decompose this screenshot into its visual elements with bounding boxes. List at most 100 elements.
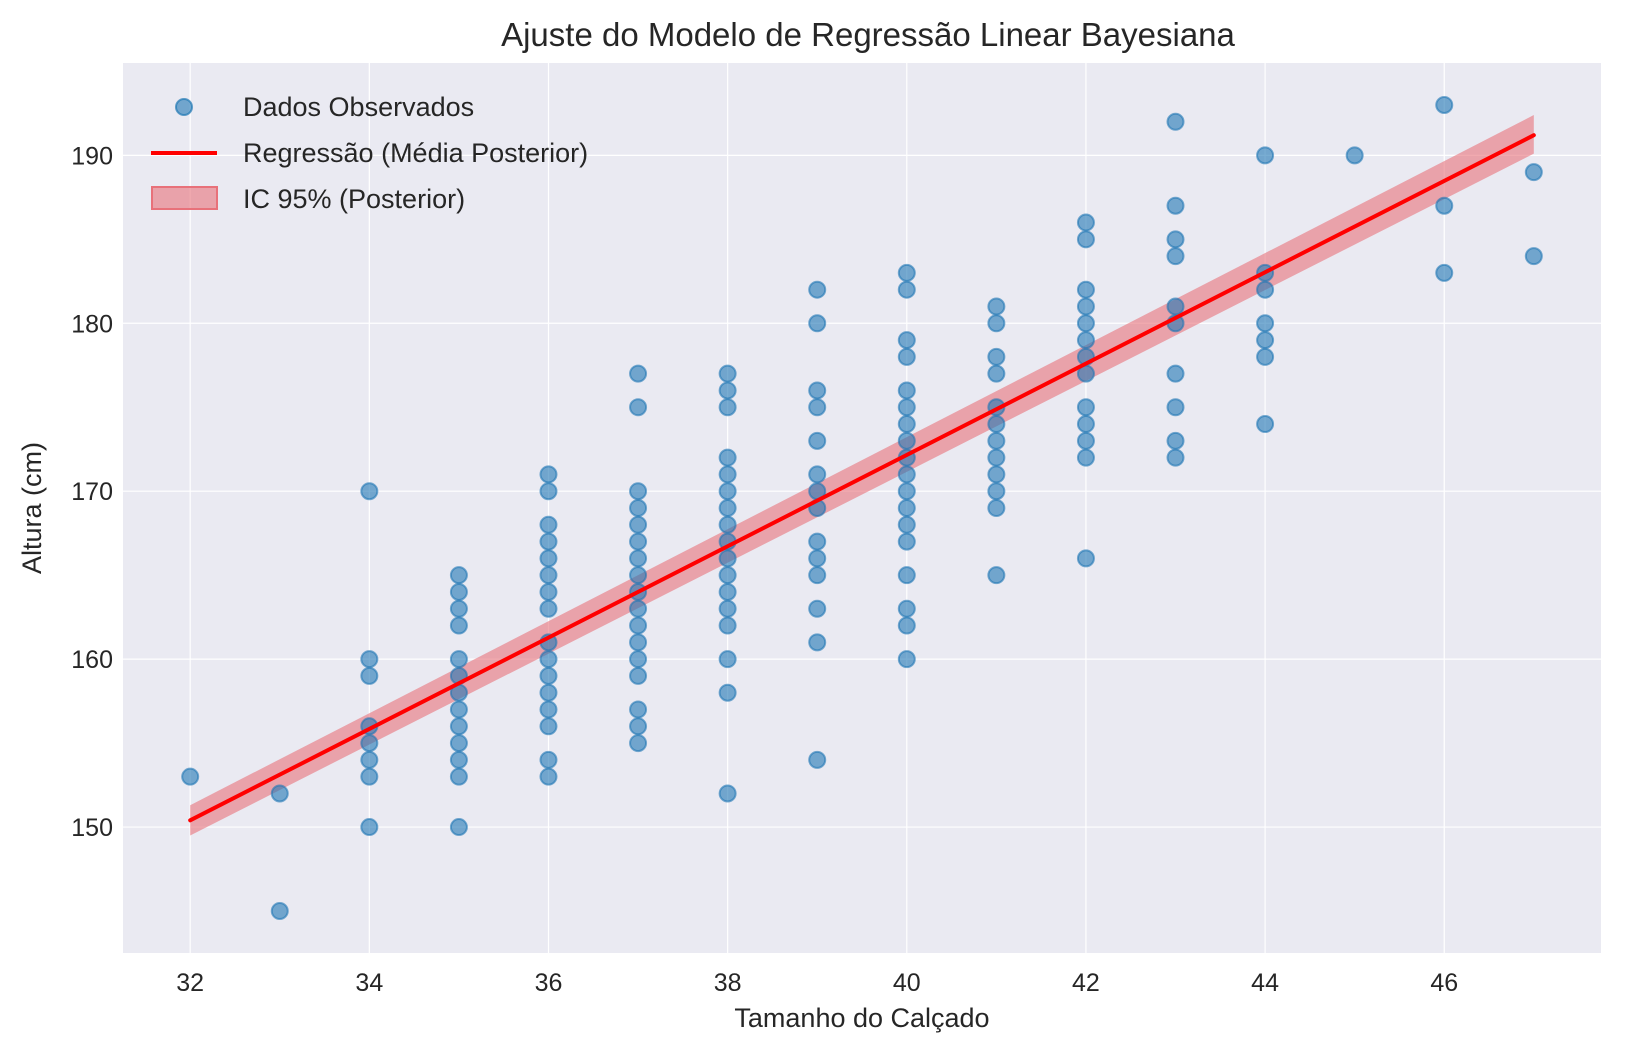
y-axis-ticks: 150 160 170 180 190 [71, 142, 113, 842]
x-tick-label: 44 [1251, 969, 1279, 997]
data-point [897, 616, 916, 635]
data-point [718, 448, 737, 467]
data-point [808, 549, 827, 568]
data-point [718, 549, 737, 568]
data-point [1076, 398, 1095, 417]
data-point [539, 465, 558, 484]
data-point [270, 902, 289, 921]
data-point [360, 482, 379, 501]
data-point [718, 482, 737, 501]
data-point [539, 767, 558, 786]
data-point [539, 650, 558, 669]
x-tick-label: 40 [893, 969, 921, 997]
data-point [539, 750, 558, 769]
legend-marker-band [151, 186, 218, 210]
data-point [449, 700, 468, 719]
data-point [718, 599, 737, 618]
data-point [808, 532, 827, 551]
data-point [987, 448, 1006, 467]
data-point [1076, 314, 1095, 333]
x-tick-label: 42 [1072, 969, 1100, 997]
data-point [449, 750, 468, 769]
data-point [718, 364, 737, 383]
data-point [360, 767, 379, 786]
data-point [1256, 280, 1275, 299]
data-point [897, 398, 916, 417]
data-point [1256, 146, 1275, 165]
data-point [1256, 314, 1275, 333]
data-point [718, 784, 737, 803]
legend-label-line: Regressão (Média Posterior) [243, 138, 588, 168]
data-point [1345, 146, 1364, 165]
data-point [629, 666, 648, 685]
data-point [897, 381, 916, 400]
data-point [987, 364, 1006, 383]
data-point [629, 499, 648, 517]
data-point [808, 431, 827, 450]
data-point [629, 633, 648, 652]
data-point [1076, 431, 1095, 450]
data-point [987, 465, 1006, 484]
data-point [718, 499, 737, 517]
x-tick-label: 38 [714, 969, 742, 997]
regression-line-layer [188, 133, 1536, 823]
data-point [1524, 247, 1543, 266]
data-point [808, 465, 827, 484]
data-point [360, 650, 379, 669]
data-point [1166, 364, 1185, 383]
data-point [987, 297, 1006, 316]
data-point [629, 566, 648, 585]
data-point [449, 818, 468, 837]
data-point [449, 566, 468, 585]
regression-line [188, 133, 1536, 823]
data-point [360, 750, 379, 769]
data-point [360, 818, 379, 837]
data-point [1256, 347, 1275, 366]
data-point [718, 650, 737, 669]
data-point [987, 347, 1006, 366]
data-point [808, 566, 827, 585]
data-point [718, 381, 737, 400]
data-point [539, 683, 558, 702]
x-tick-label: 34 [355, 969, 383, 997]
data-point [1256, 415, 1275, 434]
data-point [1435, 196, 1454, 215]
data-point [539, 666, 558, 685]
data-point [629, 599, 648, 618]
data-point [1166, 448, 1185, 467]
data-point [718, 398, 737, 417]
legend-label-points: Dados Observados [243, 92, 474, 122]
y-tick-label: 160 [71, 646, 113, 674]
data-point [629, 650, 648, 669]
legend-marker-points [175, 98, 193, 116]
data-point [1256, 331, 1275, 350]
data-point [629, 532, 648, 551]
data-point [539, 482, 558, 501]
data-point [1166, 230, 1185, 249]
data-point [897, 650, 916, 669]
data-point [449, 582, 468, 601]
data-point [181, 767, 200, 786]
data-point [629, 734, 648, 753]
data-point [987, 499, 1006, 517]
data-point [1076, 331, 1095, 350]
data-point [1166, 297, 1185, 316]
data-point [808, 398, 827, 417]
x-tick-label: 32 [176, 969, 204, 997]
data-point [1166, 196, 1185, 215]
data-point [629, 700, 648, 719]
data-point [539, 599, 558, 618]
data-point [539, 717, 558, 736]
data-point [629, 364, 648, 383]
data-point [629, 549, 648, 568]
data-point [897, 566, 916, 585]
data-point [897, 415, 916, 434]
data-point [1435, 263, 1454, 282]
y-axis-label: Altura (cm) [17, 442, 47, 574]
data-point [897, 280, 916, 299]
data-point [987, 482, 1006, 501]
scatter-points [181, 95, 1543, 921]
legend-label-band: IC 95% (Posterior) [243, 184, 465, 214]
data-point [897, 465, 916, 484]
data-point [1524, 163, 1543, 182]
